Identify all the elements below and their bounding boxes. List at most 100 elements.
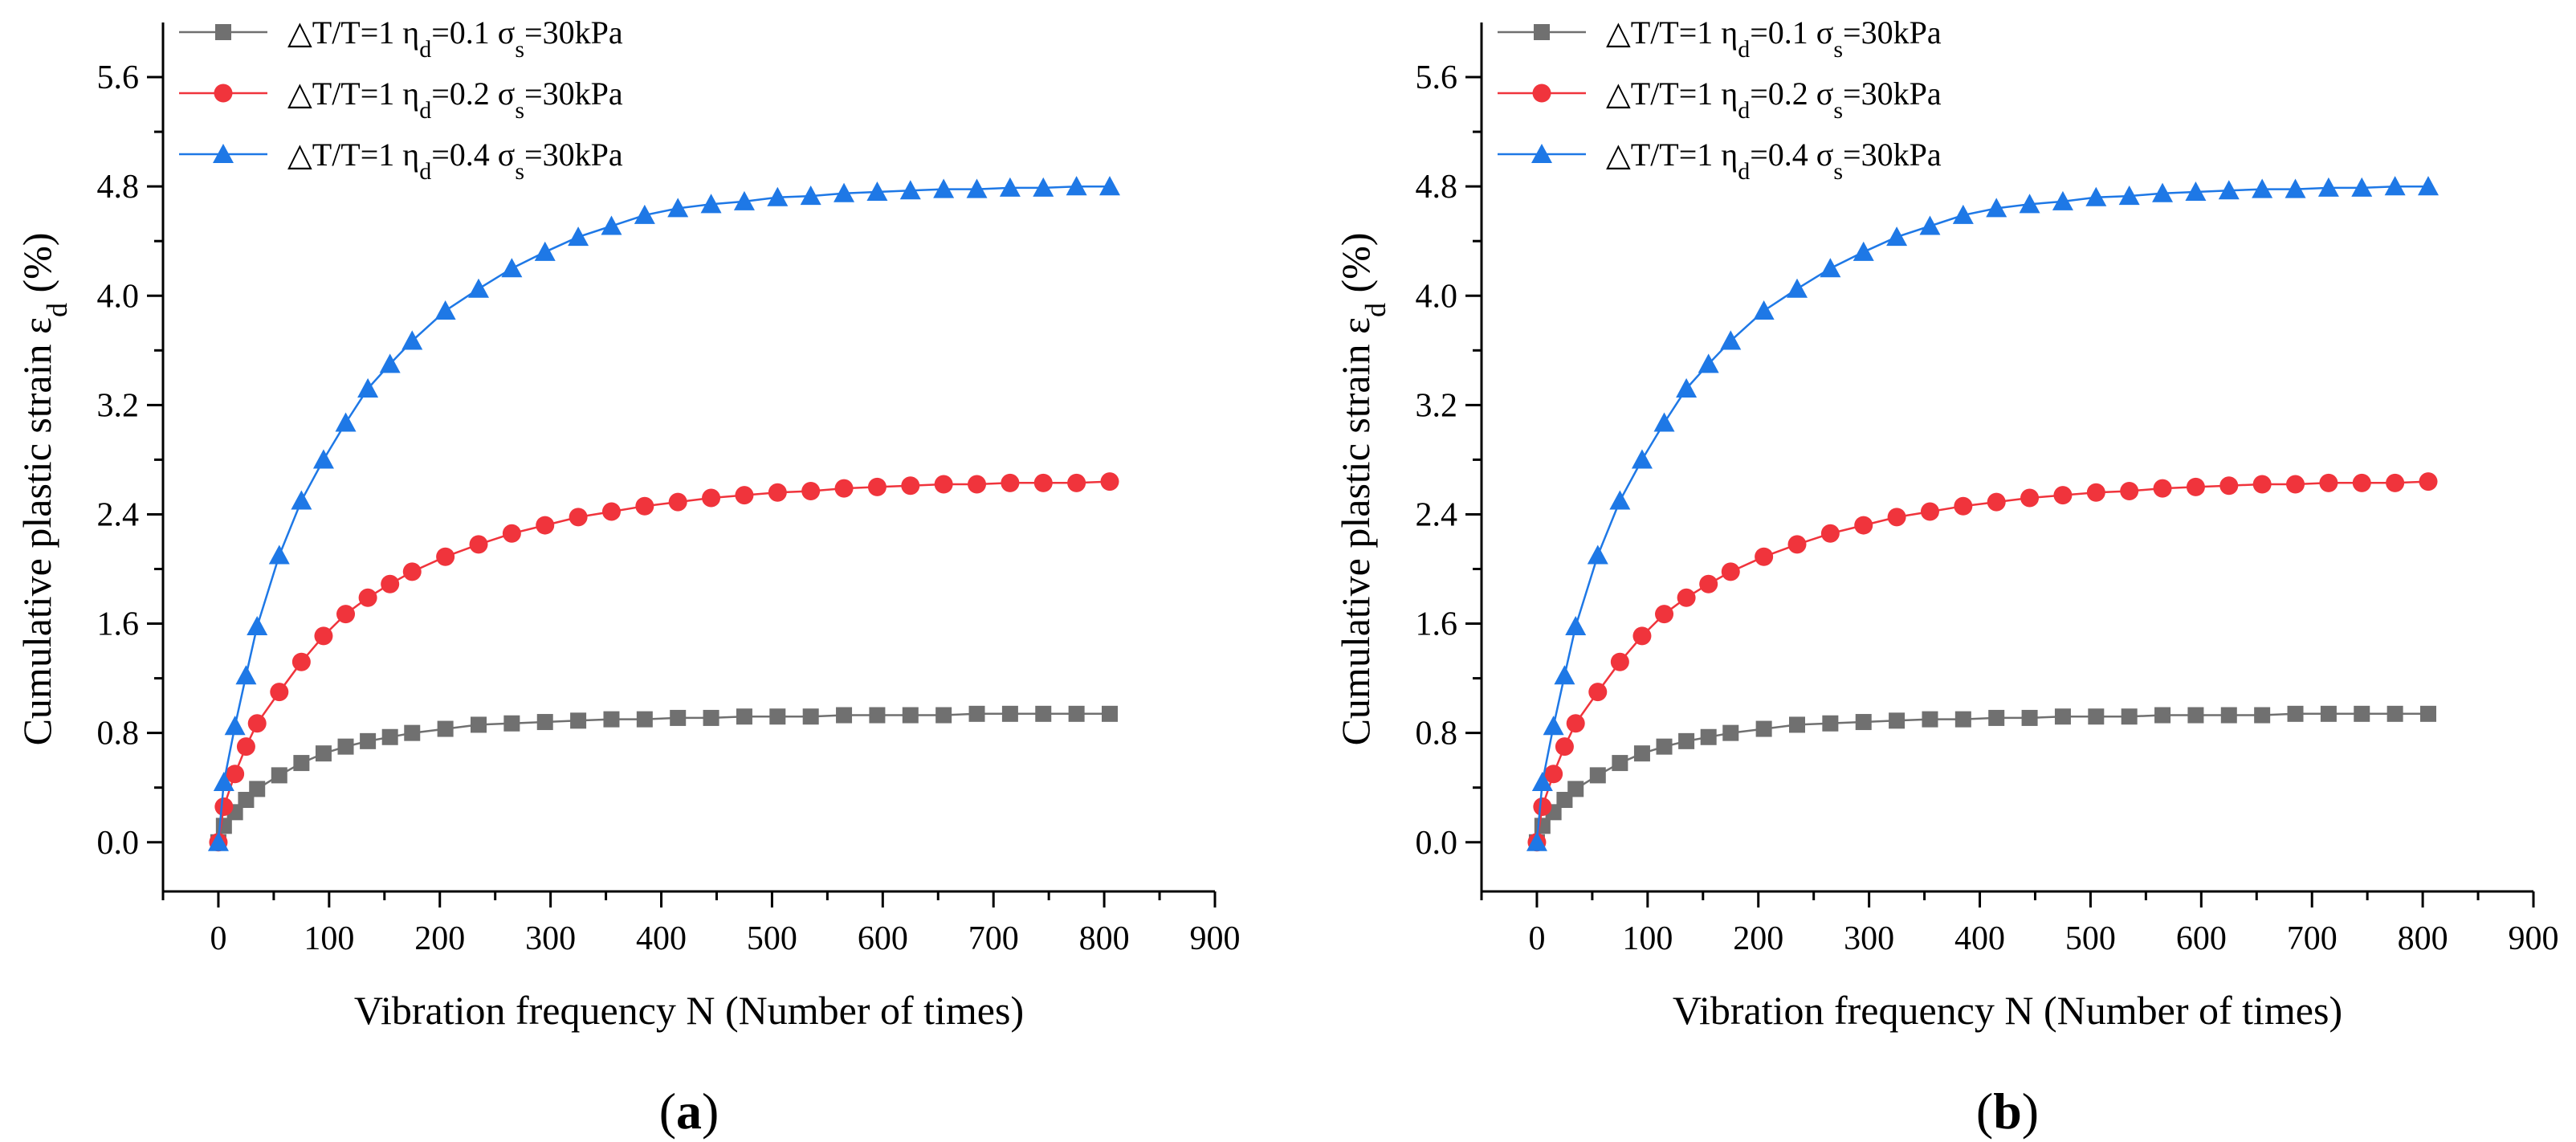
legend-eta-subscript: d [1738,97,1750,124]
data-point-series-3 [268,544,290,565]
data-point-series-1 [337,738,354,755]
legend-prefix: △T/T=1 η [287,75,419,112]
data-point-series-3 [312,449,334,469]
y-tick-label: 5.6 [1416,59,1458,96]
data-point-series-1 [2287,705,2304,722]
panel-b: 0 100 200 300 400 500 600 700 800 900 0.0 0.8 1.6 2.4… [1333,14,2559,1140]
data-point-series-3 [2019,194,2040,214]
data-point-series-1 [769,708,786,725]
data-point-series-3 [235,665,257,685]
panel-label: (a) [659,1083,719,1140]
data-point-series-3 [700,194,722,214]
y-tick-label: 2.4 [97,496,140,533]
legend-prefix: △T/T=1 η [1606,75,1738,112]
data-point-series-1 [935,707,952,724]
legend-suffix: =30kPa [1843,75,1942,112]
data-point-series-1 [902,707,919,724]
data-point-series-1 [670,709,687,726]
panel-a: 0 100 200 300 400 500 600 700 800 900 0.0 0.8 1.6 2.4… [14,14,1241,1140]
data-point-series-1 [1102,705,1118,722]
data-point-series-2 [247,714,267,733]
data-point-series-2 [834,479,854,498]
panel-label-open: ( [1976,1083,1993,1140]
data-point-series-2 [336,605,356,624]
data-point-series-3 [1787,278,1808,298]
data-point-series-3 [2418,176,2439,196]
data-point-series-3 [834,182,855,202]
y-axis-title-main: Cumulative plastic strain ε [14,317,59,745]
legend-prefix: △T/T=1 η [287,137,419,173]
x-tick-label: 700 [2287,920,2338,957]
data-point-series-3 [767,186,789,206]
data-point-series-3 [1565,615,1587,636]
legend-suffix: =30kPa [1843,14,1942,51]
data-point-series-2 [1699,574,1718,593]
data-point-series-1 [1612,755,1628,772]
legend-prefix: △T/T=1 η [287,14,419,51]
data-point-series-3 [1099,176,1120,196]
legend-eta-subscript: d [419,97,431,124]
data-point-series-3 [634,204,655,224]
data-point-series-2 [934,475,953,494]
data-point-series-3 [1853,241,1874,261]
panel-label: (b) [1976,1083,2039,1140]
legend-prefix: △T/T=1 η [1606,14,1738,51]
data-point-series-2 [1632,626,1652,646]
legend-marker-1 [1534,24,1550,40]
data-point-series-1 [1722,724,1739,741]
data-point-series-2 [1954,496,1973,516]
data-point-series-3 [1753,300,1775,320]
x-tick-label: 500 [2065,920,2116,957]
data-point-series-3 [667,198,689,218]
data-point-series-2 [469,535,488,554]
data-point-series-2 [569,508,588,527]
data-point-series-1 [1534,818,1551,834]
x-tick-label: 100 [1622,920,1673,957]
data-point-series-2 [2219,476,2239,496]
legend-marker-2 [1532,84,1551,103]
data-point-series-1 [536,714,553,731]
data-point-series-1 [2354,705,2370,722]
data-point-series-2 [2319,473,2338,492]
data-point-series-2 [1721,562,1740,581]
data-point-series-1 [603,711,620,728]
legend-suffix: =30kPa [1843,137,1942,173]
data-point-series-3 [1886,226,1908,247]
data-point-series-1 [1889,712,1906,729]
data-point-series-2 [358,588,377,607]
data-point-series-3 [1986,198,2007,218]
data-point-series-2 [1001,473,1020,492]
data-point-series-1 [1001,705,1018,722]
data-point-series-2 [867,477,887,496]
legend-label-2: △T/T=1 ηd=0.2 σs=30kPa [287,75,623,124]
data-point-series-2 [1755,547,1774,566]
data-point-series-1 [1954,711,1971,728]
panel-label-close: ) [702,1083,719,1140]
data-point-series-1 [381,728,398,745]
y-axis-title-unit: (%) [14,233,59,303]
data-point-series-3 [2384,176,2406,196]
data-point-series-1 [2187,707,2204,724]
legend-eta-subscript: d [1738,158,1750,185]
data-point-series-1 [703,709,719,726]
series-line-1 [1535,712,2428,843]
data-point-series-3 [2152,182,2174,202]
legend-suffix: =30kPa [524,137,623,173]
legend-marker-3 [1531,144,1552,164]
data-point-series-3 [1066,176,1087,196]
data-point-series-2 [2352,473,2371,492]
data-point-series-1 [293,755,310,772]
data-point-series-2 [2419,472,2438,491]
data-point-series-3 [1919,215,1941,235]
data-point-series-1 [249,781,266,797]
data-point-series-3 [966,178,988,198]
data-point-series-3 [866,181,888,202]
y-tick-label: 1.6 [97,606,140,643]
data-point-series-2 [1787,535,1807,554]
data-point-series-3 [2317,177,2339,197]
data-point-series-1 [1922,711,1938,728]
data-point-series-3 [401,330,423,350]
y-axis-title-unit: (%) [1333,233,1378,303]
x-tick-label: 300 [1844,920,1894,957]
